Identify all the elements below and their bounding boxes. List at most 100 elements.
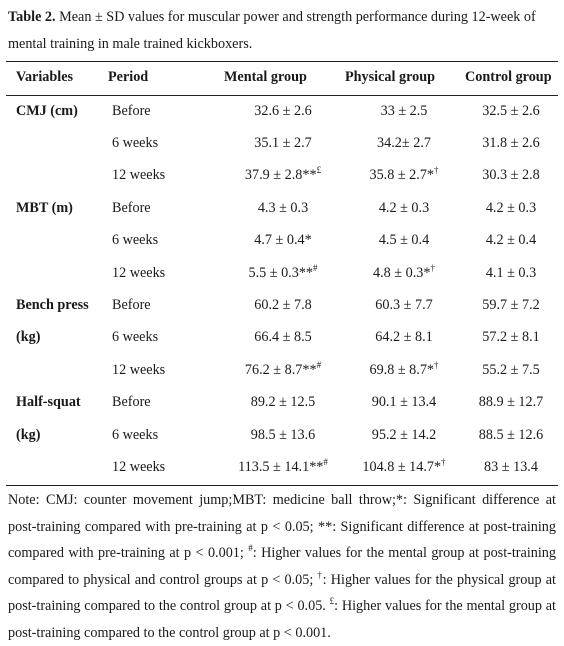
significance-marker: # [323,456,328,467]
period-cell: 6 weeks [110,419,222,451]
note-text-4: : Higher values for the mental group at … [8,598,556,641]
period-cell: 12 weeks [110,354,222,386]
variable-cell: MBT (m) [6,192,110,224]
table-note: Note: CMJ: counter movement jump;MBT: me… [8,487,556,646]
control-cell: 4.2 ± 0.3 [464,192,558,224]
mental-cell: 5.5 ± 0.3**# [222,257,344,289]
control-cell-value: 55.2 ± 7.5 [482,361,540,378]
control-cell: 4.1 ± 0.3 [464,257,558,289]
physical-cell: 69.8 ± 8.7*† [344,354,464,386]
note-symbol-pound: £ [329,596,335,606]
physical-cell: 104.8 ± 14.7*† [344,451,464,483]
note-text-1: Note: CMJ: counter movement jump;MBT: me… [8,492,556,561]
mental-cell-value: 32.6 ± 2.6 [254,102,312,119]
period-cell-value: Before [112,199,151,216]
variable-cell [6,257,110,289]
physical-cell-value: 95.2 ± 14.2 [371,426,437,443]
period-cell-value: 12 weeks [112,458,166,475]
table-row: 12 weeks 113.5 ± 14.1**# 104.8 ± 14.7*† 83 … [6,451,558,483]
note-symbol-hash: # [248,543,253,553]
note-text-3: : Higher values for the physical group a… [8,571,556,615]
mental-cell-value: 4.3 ± 0.3 [257,199,309,216]
physical-cell-value: 35.8 ± 2.7* [369,167,435,184]
mental-cell: 37.9 ± 2.8**£ [222,160,344,192]
mental-cell-value: 113.5 ± 14.1** [238,458,324,475]
mental-cell-value: 89.2 ± 12.5 [250,394,316,411]
control-cell-value: 32.5 ± 2.6 [482,102,540,119]
physical-cell-value: 33 ± 2.5 [380,102,428,119]
physical-cell-value: 64.2 ± 8.1 [375,329,433,346]
physical-cell: 90.1 ± 13.4 [344,387,464,419]
control-cell-value: 31.8 ± 2.6 [482,135,540,152]
control-cell-value: 4.1 ± 0.3 [485,264,537,281]
period-cell-value: 6 weeks [112,329,159,346]
table-row: 12 weeks 76.2 ± 8.7**# 69.8 ± 8.7*† 55.2 ± … [6,354,558,386]
variable-cell-value: (kg) [16,426,41,443]
variable-cell-value: Half-squat [16,394,81,411]
col-header-period: Period [108,69,149,85]
period-cell-value: Before [112,102,151,119]
mental-cell: 35.1 ± 2.7 [222,127,344,159]
physical-cell: 34.2± 2.7 [344,127,464,159]
mental-cell-value: 60.2 ± 7.8 [254,297,312,314]
table-label: Table 2. [8,9,56,25]
col-header-control: Control group [465,69,552,85]
control-cell-value: 57.2 ± 8.1 [482,329,540,346]
table-row: (kg) 6 weeks 98.5 ± 13.6 95.2 ± 14.2 88.5 ± … [6,419,558,451]
col-header-mental: Mental group [224,69,307,85]
control-cell: 88.5 ± 12.6 [464,419,558,451]
period-cell: Before [110,387,222,419]
period-cell: 12 weeks [110,160,222,192]
physical-cell: 35.8 ± 2.7*† [344,160,464,192]
control-cell: 83 ± 13.4 [464,451,558,483]
physical-cell-value: 4.2 ± 0.3 [378,199,430,216]
header-rule [6,95,558,96]
variable-cell [6,354,110,386]
variable-cell-value: MBT (m) [16,199,73,216]
table-row: Half-squat Before 89.2 ± 12.5 90.1 ± 13.4 88… [6,387,558,419]
mental-cell: 4.7 ± 0.4* [222,225,344,257]
caption-text: Mean ± SD values for muscular power and … [8,9,536,52]
table-row: 6 weeks 4.7 ± 0.4* 4.5 ± 0.4 4.2 ± 0.4 [6,225,558,257]
variable-cell: Half-squat [6,387,110,419]
mental-cell-value: 5.5 ± 0.3** [248,264,314,281]
period-cell: Before [110,95,222,127]
mental-cell-value: 66.4 ± 8.5 [254,329,312,346]
mental-cell-value: 37.9 ± 2.8** [244,167,317,184]
physical-cell: 95.2 ± 14.2 [344,419,464,451]
control-cell-value: 4.2 ± 0.3 [485,199,537,216]
table-row: CMJ (cm) Before 32.6 ± 2.6 33 ± 2.5 32.5 ± 2… [6,95,558,127]
variable-cell [6,160,110,192]
control-cell-value: 4.2 ± 0.4 [485,232,537,249]
note-symbol-dagger: † [317,569,323,580]
period-cell-value: 12 weeks [112,361,166,378]
period-cell: Before [110,192,222,224]
variable-cell-value: CMJ (cm) [16,102,78,119]
significance-marker: † [434,165,439,176]
variable-cell [6,127,110,159]
physical-cell-value: 69.8 ± 8.7* [369,361,435,378]
control-cell-value: 59.7 ± 7.2 [482,297,540,314]
physical-cell: 4.8 ± 0.3*† [344,257,464,289]
table-row: Bench press Before 60.2 ± 7.8 60.3 ± 7.7 59.… [6,289,558,321]
mental-cell: 113.5 ± 14.1**# [222,451,344,483]
period-cell-value: 6 weeks [112,232,159,249]
control-cell: 88.9 ± 12.7 [464,387,558,419]
col-header-physical: Physical group [345,69,436,85]
table-body: CMJ (cm) Before 32.6 ± 2.6 33 ± 2.5 32.5 ± 2… [6,95,558,484]
physical-cell: 33 ± 2.5 [344,95,464,127]
significance-marker: # [316,359,322,370]
control-cell-value: 83 ± 13.4 [484,458,538,475]
control-cell-value: 88.5 ± 12.6 [478,426,544,443]
physical-cell-value: 4.8 ± 0.3* [373,264,431,281]
physical-cell-value: 4.5 ± 0.4 [378,232,430,249]
period-cell: 6 weeks [110,127,222,159]
control-cell: 55.2 ± 7.5 [464,354,558,386]
table-row: MBT (m) Before 4.3 ± 0.3 4.2 ± 0.3 4.2 ± 0.3 [6,192,558,224]
period-cell-value: 6 weeks [112,135,159,152]
table-caption: Table 2. Mean ± SD values for muscular p… [8,4,556,58]
mental-cell: 66.4 ± 8.5 [222,322,344,354]
control-cell: 30.3 ± 2.8 [464,160,558,192]
variable-cell-value: Bench press [16,297,89,314]
period-cell-value: 6 weeks [112,426,159,443]
